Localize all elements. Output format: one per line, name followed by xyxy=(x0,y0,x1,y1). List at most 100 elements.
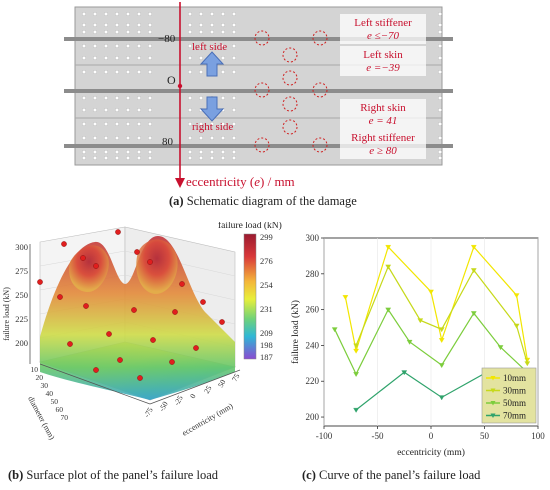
label-box xyxy=(340,46,426,76)
rivet-hole xyxy=(231,149,236,154)
data-point xyxy=(470,311,477,317)
surface-point xyxy=(83,303,89,309)
rivet-hole xyxy=(198,135,203,140)
rivet-hole xyxy=(81,107,86,112)
data-point xyxy=(401,370,408,376)
rivet-hole xyxy=(92,69,97,74)
rivet-hole xyxy=(125,11,130,16)
rivet-hole xyxy=(209,149,214,154)
rivet-hole xyxy=(136,135,141,140)
rivet-hole xyxy=(438,107,443,112)
rivet-hole xyxy=(220,56,225,61)
rivet-hole xyxy=(114,69,119,74)
rivet-hole xyxy=(220,11,225,16)
rivet-hole xyxy=(114,107,119,112)
rivet-hole xyxy=(220,69,225,74)
surface-point xyxy=(134,249,140,255)
damage-circle xyxy=(312,82,328,98)
surface-point xyxy=(219,319,225,325)
rivet-hole xyxy=(198,121,203,126)
down-arrow-icon xyxy=(199,96,225,122)
rivet-hole xyxy=(136,44,141,49)
rivet-hole xyxy=(125,44,130,49)
rivet-hole xyxy=(114,23,119,28)
rivet-hole xyxy=(103,69,108,74)
data-point xyxy=(438,338,445,343)
x-tick: -75 xyxy=(142,406,155,419)
rivet-hole xyxy=(81,44,86,49)
surface-point xyxy=(131,307,137,313)
rivet-hole xyxy=(187,149,192,154)
rivet-hole xyxy=(231,11,236,16)
rivet-hole xyxy=(92,121,97,126)
rivet-hole xyxy=(136,121,141,126)
rivet-hole xyxy=(114,149,119,154)
rivet-hole xyxy=(103,56,108,61)
data-point xyxy=(497,345,504,351)
rivet-hole xyxy=(231,23,236,28)
legend-label: 30mm xyxy=(503,386,526,396)
rivet-hole xyxy=(114,155,119,160)
data-point xyxy=(428,289,434,295)
rivet-hole xyxy=(125,121,130,126)
damage-circle xyxy=(312,137,328,153)
rivet-hole xyxy=(125,23,130,28)
axis-arrowhead xyxy=(175,178,185,188)
label-left-stiffener-line1: Left stiffener xyxy=(354,17,412,29)
rivet-hole xyxy=(103,95,108,100)
surface-point xyxy=(61,241,67,247)
rivet-hole xyxy=(103,121,108,126)
rivet-hole xyxy=(147,30,152,35)
data-point xyxy=(353,343,359,349)
rivet-hole xyxy=(92,30,97,35)
rivet-hole xyxy=(114,56,119,61)
rivet-hole xyxy=(125,56,130,61)
y-tick: 60 xyxy=(56,405,64,414)
rivet-hole xyxy=(92,44,97,49)
data-point xyxy=(470,245,477,250)
rivet-hole xyxy=(103,149,108,154)
damage-labels: Left stiffener e ≤−70 Left skin e =−39 R… xyxy=(351,17,415,157)
rivet-hole xyxy=(231,69,236,74)
caption-b-letter: (b) xyxy=(8,468,24,482)
colorbar-tick: 187 xyxy=(260,352,273,362)
caption-b-text: Surface plot of the panel’s failure load xyxy=(23,468,219,482)
surface-data-points xyxy=(37,229,225,381)
rivet-hole xyxy=(136,11,141,16)
rivet-hole xyxy=(231,135,236,140)
y-tick: 10 xyxy=(31,365,39,374)
x-tick: 50 xyxy=(216,378,228,389)
damage-circle xyxy=(282,70,298,86)
caption-c: (c) Curve of the panel’s failure load xyxy=(302,468,480,483)
rivet-hole xyxy=(438,155,443,160)
rivet-hole xyxy=(209,44,214,49)
damage-circle xyxy=(312,30,328,46)
rivet-hole xyxy=(136,95,141,100)
surface-point xyxy=(137,375,143,381)
rivet-hole xyxy=(114,30,119,35)
rivet-hole xyxy=(209,23,214,28)
left-side-label: left side xyxy=(192,41,227,53)
damage-circle xyxy=(254,82,270,98)
surface-point xyxy=(179,281,185,287)
rivet-hole xyxy=(231,30,236,35)
rivet-hole xyxy=(103,11,108,16)
damage-circle xyxy=(282,96,298,112)
rivet-hole xyxy=(187,30,192,35)
rivet-hole xyxy=(81,69,86,74)
colorbar-tick: 198 xyxy=(260,340,273,350)
rivet-hole xyxy=(220,121,225,126)
surface-point xyxy=(57,294,63,300)
rivet-hole xyxy=(438,95,443,100)
rivet-hole xyxy=(220,44,225,49)
rivet-hole xyxy=(147,149,152,154)
label-box xyxy=(340,14,426,44)
label-left-skin-line1: Left skin xyxy=(363,49,403,61)
caption-b: (b) Surface plot of the panel’s failure … xyxy=(8,468,218,483)
rivet-hole xyxy=(136,155,141,160)
rivet-hole xyxy=(187,23,192,28)
rivet-hole xyxy=(92,23,97,28)
surface-plot: 300 275 250 225 200 failure load (kN) 10… xyxy=(2,222,282,441)
rivet-hole xyxy=(198,56,203,61)
y-tick: 40 xyxy=(46,389,54,398)
